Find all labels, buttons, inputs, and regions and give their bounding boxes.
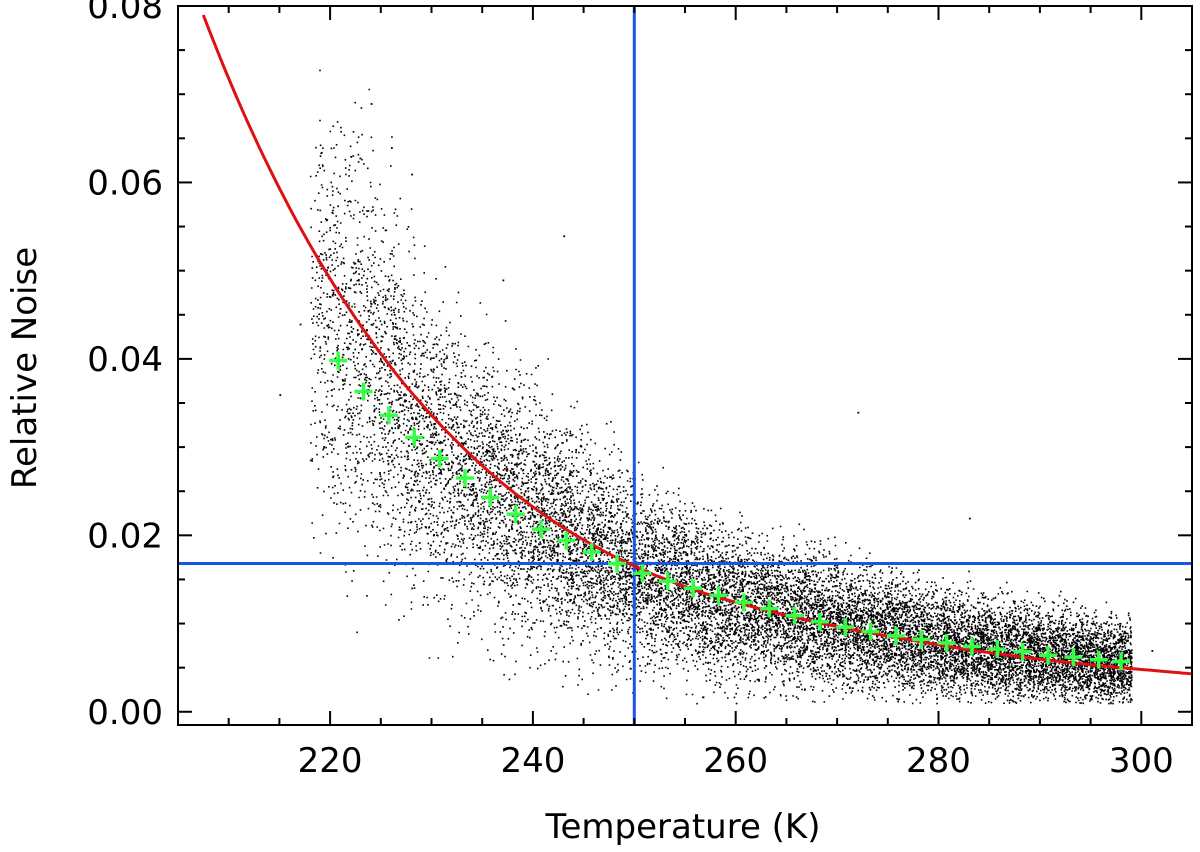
binned-mean-marker	[836, 618, 855, 637]
binned-mean-marker	[582, 543, 601, 562]
binned-mean-marker	[988, 640, 1007, 659]
binned-mean-marker	[430, 449, 449, 468]
binned-mean-marker	[760, 599, 779, 618]
y-axis-label: Relative Noise	[5, 247, 45, 489]
ticks	[178, 5, 1193, 725]
binned-mean-marker	[937, 633, 956, 652]
outlier-point	[411, 173, 414, 176]
y-tick-label: 0.00	[87, 693, 163, 733]
fit-curve	[201, 14, 1193, 676]
binned-mean-marker	[1064, 648, 1083, 667]
outlier-point	[279, 394, 282, 396]
binned-mean-marker	[658, 572, 677, 591]
binned-mean-marker	[734, 593, 753, 612]
binned-mean-marker	[481, 488, 500, 507]
reference-lines	[178, 6, 1192, 725]
outlier-point	[1151, 650, 1154, 652]
binned-mean-marker	[608, 554, 627, 573]
binned-mean-marker	[455, 468, 474, 487]
binned-mean-marker	[329, 351, 348, 370]
binned-means-layer	[329, 351, 1131, 671]
y-tick-label: 0.06	[87, 163, 163, 203]
tick-labels: 220 240 260 280 300 0.00 0.02 0.04 0.06 0.08	[87, 0, 1173, 781]
x-tick-label: 280	[906, 741, 971, 781]
binned-mean-marker	[709, 586, 728, 605]
scatter-cloud	[279, 69, 1154, 705]
x-tick-label: 300	[1109, 741, 1174, 781]
outlier-point	[857, 411, 860, 414]
binned-mean-marker	[506, 505, 525, 524]
y-tick-label: 0.04	[87, 340, 163, 380]
x-axis-label: Temperature (K)	[544, 807, 820, 847]
binned-mean-marker	[810, 612, 829, 631]
outlier-point	[390, 147, 393, 149]
binned-mean-marker	[557, 531, 576, 550]
y-tick-label: 0.08	[87, 0, 163, 27]
binned-mean-marker	[1039, 646, 1058, 665]
binned-mean-marker	[1112, 652, 1131, 671]
x-tick-label: 220	[298, 741, 363, 781]
outlier-point	[299, 323, 302, 326]
binned-mean-marker	[886, 626, 905, 645]
binned-mean-marker	[684, 579, 703, 598]
binned-mean-marker	[785, 606, 804, 625]
axes	[177, 5, 1193, 726]
outlier-point	[968, 517, 971, 520]
fit-curve-layer	[201, 14, 1193, 676]
binned-mean-marker	[532, 520, 551, 539]
x-tick-label: 260	[703, 741, 768, 781]
binned-mean-marker	[1089, 650, 1108, 669]
binned-mean-marker	[861, 622, 880, 641]
binned-mean-marker	[405, 428, 424, 447]
binned-mean-marker	[633, 564, 652, 583]
binned-mean-marker	[1013, 642, 1032, 661]
plot-frame	[177, 5, 1193, 726]
outlier-point	[502, 279, 505, 282]
outlier-point	[350, 155, 353, 158]
outlier-point	[319, 253, 322, 255]
outlier-point	[370, 103, 373, 105]
scatter-points	[309, 69, 1133, 705]
binned-mean-marker	[912, 630, 931, 649]
x-tick-label: 240	[500, 741, 565, 781]
y-tick-label: 0.02	[87, 516, 163, 556]
outlier-point	[563, 235, 566, 238]
binned-mean-marker	[354, 382, 373, 401]
binned-mean-marker	[962, 637, 981, 656]
binned-mean-marker	[379, 406, 398, 425]
